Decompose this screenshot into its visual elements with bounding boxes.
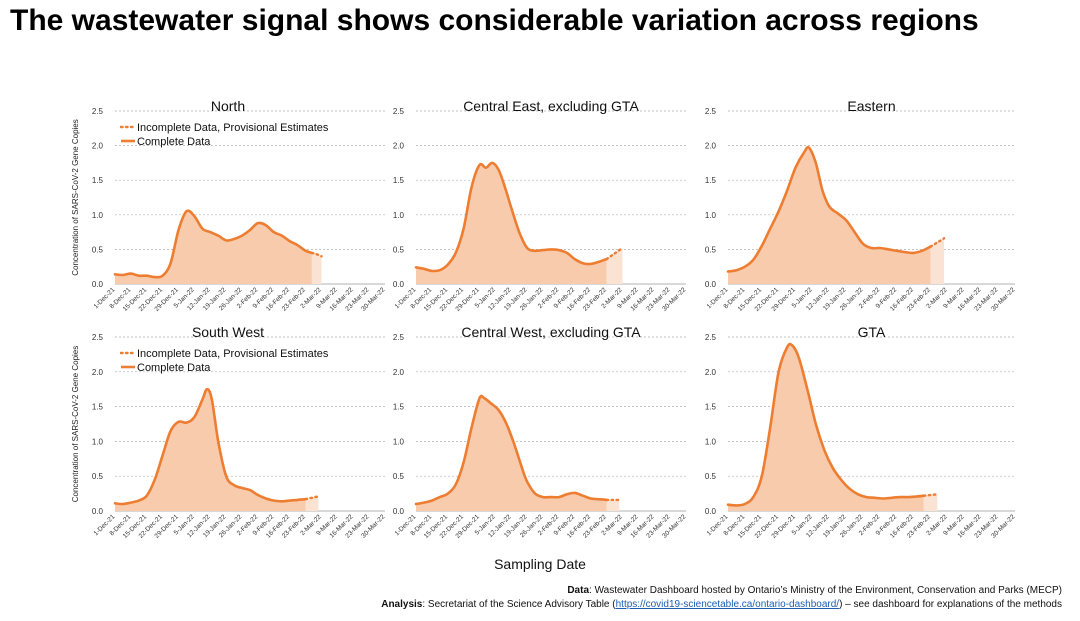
y-tick-label: 2.5 bbox=[705, 333, 717, 342]
y-tick-label: 0.0 bbox=[393, 507, 405, 516]
complete-line bbox=[113, 209, 314, 279]
y-axis-label: Concentration of SARS-CoV-2 Gene Copies bbox=[71, 119, 80, 276]
provisional-area bbox=[606, 499, 620, 511]
y-tick-label: 1.0 bbox=[92, 211, 104, 220]
complete-area bbox=[115, 210, 312, 284]
chart-title: South West bbox=[192, 324, 264, 340]
legend-complete-label: Complete Data bbox=[137, 362, 211, 374]
y-tick-label: 0.0 bbox=[393, 280, 405, 289]
y-tick-label: 2.5 bbox=[92, 107, 104, 116]
analysis-source-note: Analysis: Secretariat of the Science Adv… bbox=[381, 599, 1062, 610]
page-title: The wastewater signal shows considerable… bbox=[10, 4, 979, 37]
complete-line bbox=[113, 387, 307, 506]
y-tick-label: 0.0 bbox=[92, 507, 104, 516]
y-tick-label: 0.0 bbox=[705, 280, 717, 289]
complete-area bbox=[416, 162, 607, 284]
y-tick-label: 0.0 bbox=[92, 280, 104, 289]
y-tick-label: 0.5 bbox=[393, 472, 405, 481]
y-tick-label: 2.0 bbox=[705, 368, 717, 377]
y-tick-label: 2.5 bbox=[705, 107, 717, 116]
y-tick-label: 0.5 bbox=[92, 472, 104, 481]
provisional-area bbox=[930, 238, 945, 284]
analysis-text-after: ) – see dashboard for explanations of th… bbox=[839, 599, 1062, 610]
data-source-label: Data bbox=[567, 585, 590, 596]
complete-area bbox=[115, 389, 306, 511]
legend-complete-label: Complete Data bbox=[137, 136, 211, 148]
chart-panel-2: 0.00.51.01.52.02.51-Dec-218-Dec-2115-Dec… bbox=[393, 98, 688, 313]
analysis-text-before: : Secretariat of the Science Advisory Ta… bbox=[422, 599, 616, 610]
provisional-line bbox=[310, 251, 323, 258]
provisional-area bbox=[923, 494, 938, 511]
y-tick-label: 1.0 bbox=[92, 437, 104, 446]
provisional-line bbox=[922, 493, 939, 497]
y-tick-label: 0.0 bbox=[705, 507, 717, 516]
legend-provisional-label: Incomplete Data, Provisional Estimates bbox=[137, 122, 329, 134]
chart-title: Central West, excluding GTA bbox=[461, 324, 641, 340]
y-tick-label: 0.5 bbox=[393, 245, 405, 254]
data-source-text: : Wastewater Dashboard hosted by Ontario… bbox=[589, 585, 1062, 596]
complete-area bbox=[728, 147, 931, 284]
complete-area bbox=[416, 395, 607, 511]
y-tick-label: 0.5 bbox=[705, 472, 717, 481]
y-tick-label: 2.5 bbox=[92, 333, 104, 342]
chart-title: GTA bbox=[858, 324, 886, 340]
y-tick-label: 1.0 bbox=[705, 437, 717, 446]
y-tick-label: 1.0 bbox=[393, 437, 405, 446]
complete-line bbox=[726, 342, 926, 507]
y-tick-label: 1.5 bbox=[393, 176, 405, 185]
y-tick-label: 1.0 bbox=[393, 211, 405, 220]
chart-panel-6: 0.00.51.01.52.02.51-Dec-218-Dec-2115-Dec… bbox=[705, 324, 1017, 540]
provisional-area bbox=[305, 496, 319, 511]
complete-area bbox=[728, 344, 924, 511]
chart-title: Central East, excluding GTA bbox=[463, 98, 639, 114]
complete-line bbox=[414, 161, 608, 273]
provisional-area bbox=[311, 252, 322, 284]
provisional-line bbox=[304, 495, 320, 501]
y-axis-label: Concentration of SARS-CoV-2 Gene Copies bbox=[71, 346, 80, 503]
chart-panel-1: 0.00.51.01.52.02.51-Dec-218-Dec-2115-Dec… bbox=[71, 98, 387, 313]
y-tick-label: 2.0 bbox=[705, 142, 717, 151]
y-tick-label: 1.5 bbox=[92, 176, 104, 185]
y-tick-label: 2.0 bbox=[92, 142, 104, 151]
provisional-line bbox=[605, 246, 624, 261]
y-tick-label: 1.5 bbox=[705, 176, 717, 185]
chart-panel-5: 0.00.51.01.52.02.51-Dec-218-Dec-2115-Dec… bbox=[393, 324, 688, 540]
chart-title: North bbox=[211, 98, 245, 114]
y-tick-label: 0.5 bbox=[705, 245, 717, 254]
y-tick-label: 2.0 bbox=[92, 368, 104, 377]
y-tick-label: 2.5 bbox=[393, 333, 405, 342]
chart-title: Eastern bbox=[847, 98, 895, 114]
y-tick-label: 2.0 bbox=[393, 368, 405, 377]
data-source-note: Data: Wastewater Dashboard hosted by Ont… bbox=[567, 585, 1062, 596]
chart-panel-4: 0.00.51.01.52.02.51-Dec-218-Dec-2115-Dec… bbox=[71, 324, 387, 540]
dashboard-link[interactable]: https://covid19-sciencetable.ca/ontario-… bbox=[615, 599, 840, 610]
chart-panel-3: 0.00.51.01.52.02.51-Dec-218-Dec-2115-Dec… bbox=[705, 98, 1017, 313]
complete-line bbox=[726, 145, 932, 273]
complete-line bbox=[414, 394, 608, 506]
provisional-line bbox=[929, 237, 946, 248]
legend-provisional-label: Incomplete Data, Provisional Estimates bbox=[137, 348, 329, 360]
y-tick-label: 1.5 bbox=[393, 403, 405, 412]
y-tick-label: 2.5 bbox=[393, 107, 405, 116]
y-tick-label: 2.0 bbox=[393, 142, 405, 151]
x-axis-title: Sampling Date bbox=[494, 556, 586, 572]
y-tick-label: 1.0 bbox=[705, 211, 717, 220]
analysis-label: Analysis bbox=[381, 599, 423, 610]
y-tick-label: 1.5 bbox=[705, 403, 717, 412]
y-tick-label: 1.5 bbox=[92, 403, 104, 412]
y-tick-label: 0.5 bbox=[92, 245, 104, 254]
